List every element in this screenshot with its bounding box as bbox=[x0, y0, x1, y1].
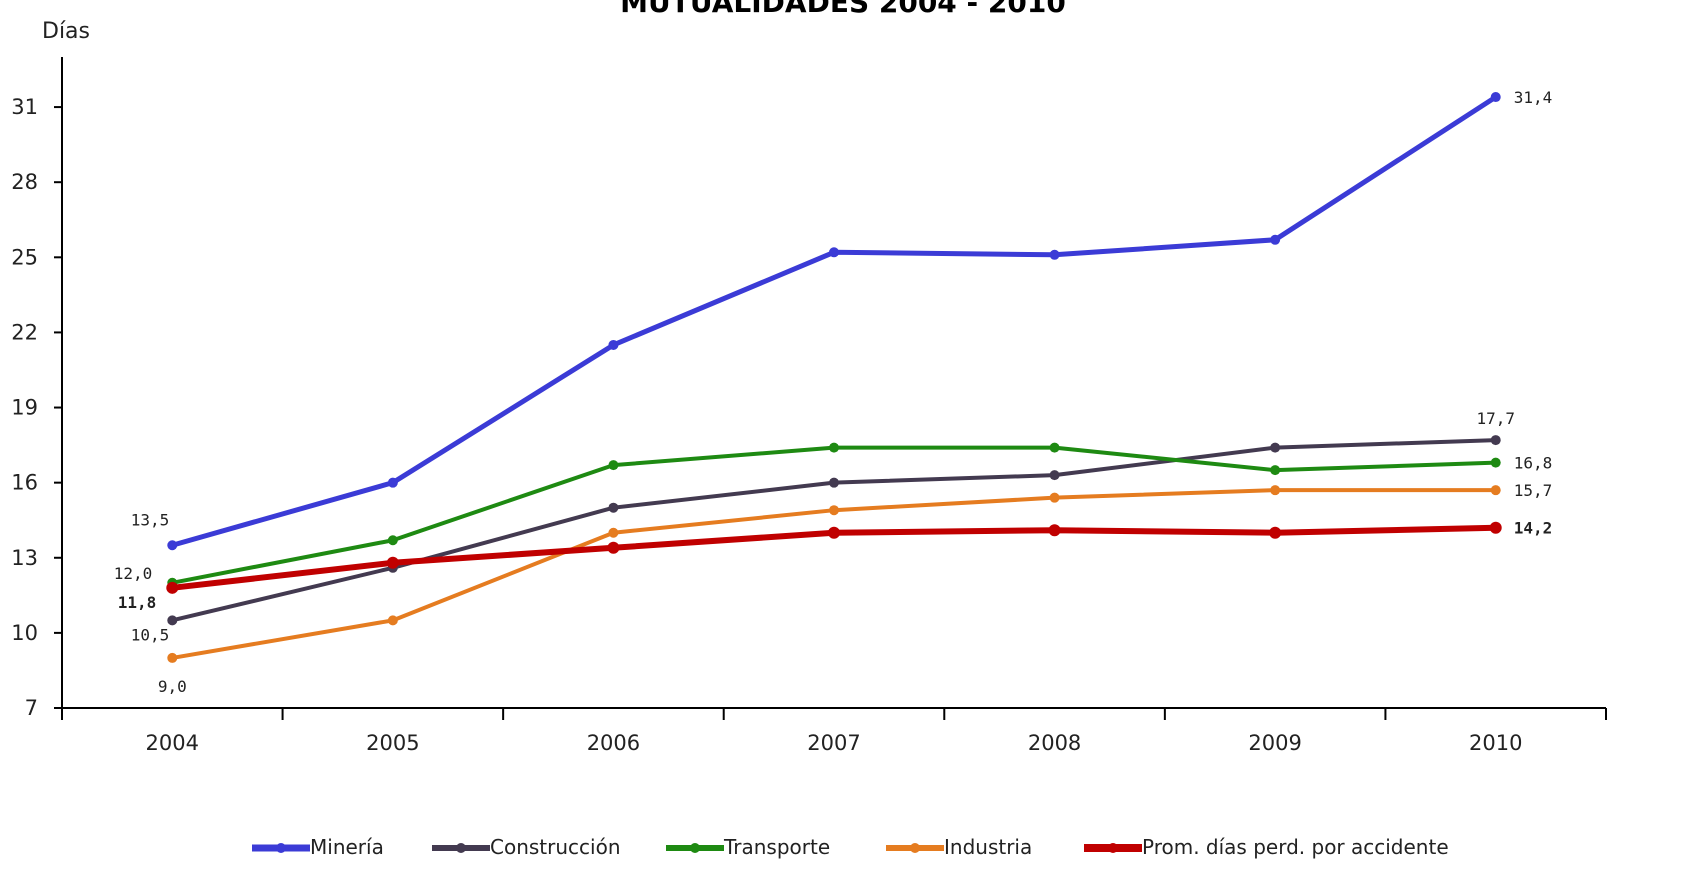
data-point bbox=[829, 477, 839, 488]
data-label: 10,5 bbox=[131, 625, 170, 644]
data-point bbox=[1490, 457, 1501, 468]
data-point bbox=[387, 535, 398, 546]
x-tick-label: 2004 bbox=[146, 731, 199, 755]
y-tick-label: 19 bbox=[11, 396, 38, 420]
data-point bbox=[828, 526, 840, 539]
data-label: 13,5 bbox=[131, 510, 170, 529]
legend-label: Construcción bbox=[490, 835, 621, 859]
data-point bbox=[387, 477, 398, 488]
data-point bbox=[1270, 485, 1281, 496]
legend-marker bbox=[456, 843, 466, 853]
data-point bbox=[387, 615, 398, 626]
x-tick-label: 2010 bbox=[1469, 731, 1522, 755]
data-label: 12,0 bbox=[114, 564, 153, 583]
data-label: 14,2 bbox=[1514, 519, 1553, 538]
data-point bbox=[1490, 92, 1501, 103]
x-tick-label: 2009 bbox=[1248, 731, 1301, 755]
data-point bbox=[167, 652, 178, 663]
series-4 bbox=[166, 521, 1502, 594]
data-point bbox=[1049, 492, 1060, 503]
x-tick-label: 2006 bbox=[587, 731, 640, 755]
data-point bbox=[1049, 470, 1060, 481]
data-point bbox=[1270, 442, 1281, 453]
legend: Minería Construcción Transporte Industria Pr… bbox=[252, 835, 1449, 859]
data-point bbox=[608, 502, 619, 513]
data-label: 16,8 bbox=[1514, 454, 1553, 473]
data-point bbox=[607, 541, 620, 554]
series-3 bbox=[167, 485, 1501, 663]
data-point bbox=[1270, 234, 1281, 245]
data-label: 15,7 bbox=[1514, 481, 1553, 500]
data-point bbox=[829, 247, 839, 258]
data-point bbox=[608, 460, 619, 471]
legend-marker bbox=[690, 843, 700, 853]
data-point bbox=[1270, 465, 1281, 476]
x-tick-label: 2007 bbox=[807, 731, 860, 755]
legend-marker bbox=[910, 843, 920, 853]
data-label: 17,7 bbox=[1476, 409, 1515, 428]
legend-label: Transporte bbox=[723, 835, 830, 859]
y-tick-label: 25 bbox=[11, 245, 38, 269]
data-point bbox=[608, 527, 619, 538]
data-point bbox=[1490, 485, 1501, 496]
data-point bbox=[1490, 435, 1501, 446]
legend-item: Industria bbox=[886, 835, 1032, 859]
y-tick-label: 31 bbox=[11, 95, 38, 119]
data-label: 9,0 bbox=[158, 677, 187, 696]
data-point bbox=[386, 556, 399, 569]
data-point bbox=[166, 581, 179, 594]
legend-item: Transporte bbox=[666, 835, 830, 859]
data-point bbox=[1049, 249, 1060, 260]
legend-item: Construcción bbox=[432, 835, 621, 859]
legend-marker bbox=[276, 843, 286, 853]
y-tick-label: 7 bbox=[25, 696, 38, 720]
series-0 bbox=[167, 92, 1501, 551]
data-point bbox=[608, 339, 619, 350]
x-tick-label: 2005 bbox=[366, 731, 419, 755]
axes: 7 10 13 16 19 22 25 28 31 2004 2005 2006 2007 2008 200… bbox=[11, 57, 1607, 755]
legend-item: Prom. días perd. por accidente bbox=[1084, 835, 1449, 859]
y-tick-label: 16 bbox=[11, 471, 38, 495]
y-tick-label: 28 bbox=[11, 170, 38, 194]
data-point bbox=[1269, 526, 1282, 539]
legend-label: Prom. días perd. por accidente bbox=[1142, 835, 1449, 859]
data-point bbox=[167, 540, 178, 551]
data-labels: 13,5 31,4 10,5 17,7 12,0 16,8 9,0 15,7 11,8 14,2 bbox=[114, 88, 1552, 696]
x-tick-label: 2008 bbox=[1028, 731, 1081, 755]
data-label: 31,4 bbox=[1514, 88, 1553, 107]
y-tick-label: 10 bbox=[11, 621, 38, 645]
legend-label: Industria bbox=[944, 835, 1032, 859]
data-point bbox=[829, 442, 839, 453]
data-point bbox=[1048, 524, 1061, 537]
legend-marker bbox=[1108, 843, 1118, 853]
data-point bbox=[1489, 521, 1502, 534]
data-label: 11,8 bbox=[118, 593, 157, 612]
y-tick-label: 22 bbox=[11, 320, 38, 344]
y-tick-label: 13 bbox=[11, 546, 38, 570]
data-point bbox=[829, 505, 839, 516]
data-point bbox=[167, 615, 178, 626]
data-point bbox=[1049, 442, 1060, 453]
chart-title: MUTUALIDADES 2004 - 2010 bbox=[620, 0, 1066, 19]
y-axis-label: Días bbox=[42, 19, 90, 44]
legend-item: Minería bbox=[252, 835, 384, 859]
series-lines bbox=[166, 92, 1502, 663]
legend-label: Minería bbox=[310, 835, 384, 859]
